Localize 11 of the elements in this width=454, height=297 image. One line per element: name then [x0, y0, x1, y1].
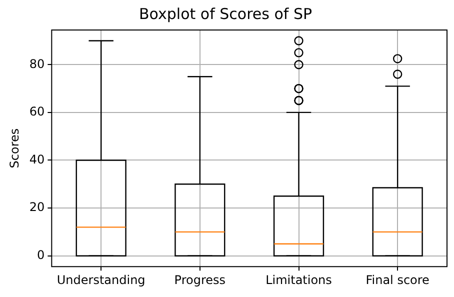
x-tick-label: Limitations	[266, 272, 332, 287]
y-axis-title: Scores	[7, 128, 22, 168]
x-tick-label: Final score	[366, 272, 430, 287]
x-tick-label: Understanding	[56, 272, 146, 287]
chart-title: Boxplot of Scores of SP	[138, 4, 312, 23]
y-tick-label: 40	[29, 152, 45, 166]
y-tick-label: 80	[29, 56, 45, 71]
y-tick-label: 60	[29, 104, 45, 119]
y-tick-label: 0	[37, 248, 45, 262]
y-tick-label: 20	[29, 200, 45, 214]
x-tick-label: Progress	[174, 272, 226, 287]
